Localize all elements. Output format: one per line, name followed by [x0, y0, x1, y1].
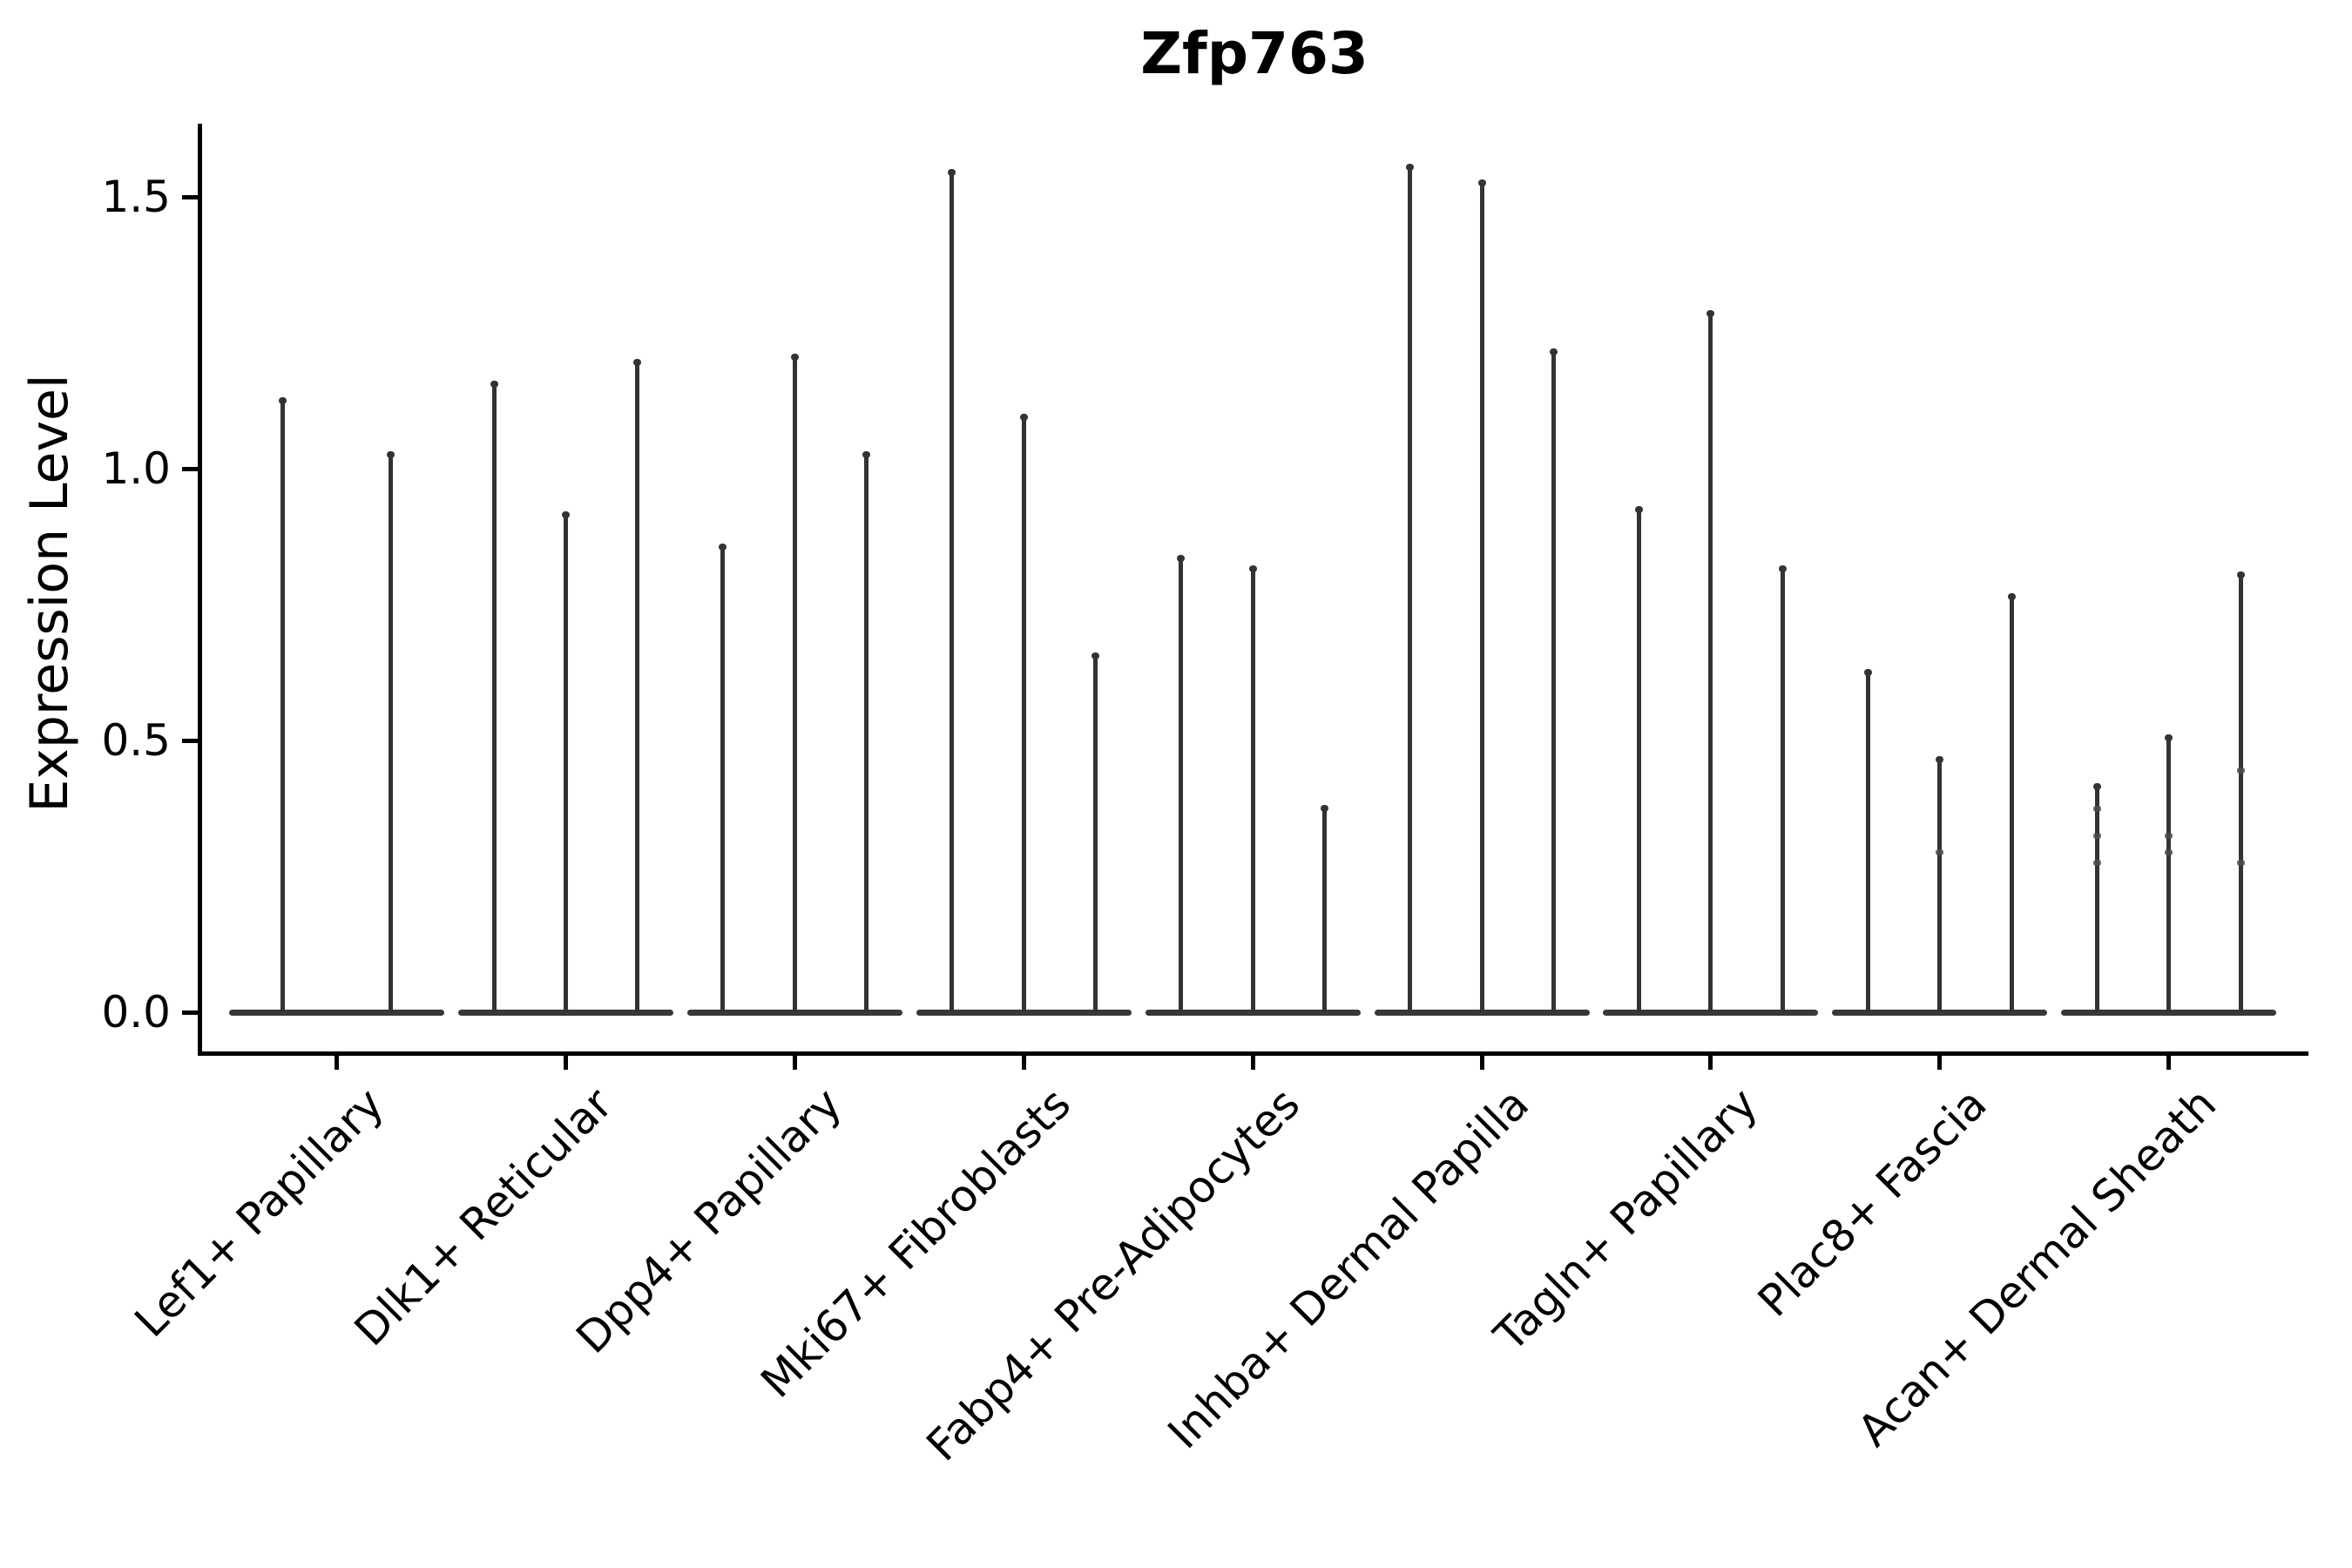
x-tick-mark — [1021, 1056, 1026, 1070]
violin-base — [1832, 1009, 2048, 1016]
violin-spike — [1707, 310, 1715, 1012]
y-tick-mark — [182, 194, 199, 199]
violin-tip — [561, 510, 570, 518]
violin-tip — [1778, 565, 1787, 573]
violin-tip — [633, 359, 642, 367]
y-tick-mark — [182, 738, 199, 743]
violin-spike — [2165, 733, 2173, 1012]
violin-base — [229, 1009, 444, 1016]
violin-tip — [490, 381, 498, 389]
violin-tip — [1936, 755, 1944, 763]
y-tick-label: 0.5 — [101, 715, 171, 766]
cell-point — [2092, 805, 2101, 812]
violin-spike — [1320, 804, 1328, 1012]
cell-point — [2236, 860, 2245, 867]
violin-base — [457, 1009, 673, 1016]
violin-tip — [1406, 163, 1415, 171]
violin-tip — [2236, 571, 2245, 578]
violin-tip — [2165, 733, 2173, 741]
violin-spike — [1936, 755, 1944, 1012]
y-tick-label: 0.0 — [101, 987, 171, 1037]
y-tick-label: 1.0 — [101, 443, 171, 494]
violin-tip — [2092, 782, 2101, 790]
violin-spike — [1248, 565, 1257, 1012]
violin-base — [1603, 1009, 1819, 1016]
violin-spike — [279, 396, 287, 1012]
violin-spike — [386, 451, 395, 1012]
violin-spike — [1406, 163, 1415, 1012]
violin-tip — [1320, 804, 1328, 812]
y-tick-mark — [182, 1010, 199, 1015]
violin-base — [686, 1009, 902, 1016]
violin-tip — [2007, 592, 2016, 600]
x-tick-mark — [1937, 1056, 1943, 1070]
violin-tip — [1248, 565, 1257, 573]
cell-point — [2236, 767, 2245, 774]
violin-tip — [1635, 505, 1644, 513]
x-tick-mark — [2166, 1056, 2172, 1070]
x-tick-mark — [1479, 1056, 1484, 1070]
violin-tip — [1177, 554, 1186, 562]
violin-tip — [862, 451, 871, 459]
violin-base — [2061, 1009, 2277, 1016]
cell-point — [2165, 833, 2173, 840]
violin-spike — [1778, 565, 1787, 1012]
violin-tip — [790, 353, 799, 361]
violin-spike — [2236, 571, 2245, 1012]
violin-tip — [1707, 310, 1715, 318]
y-tick-mark — [182, 466, 199, 471]
y-axis-spine — [198, 124, 202, 1056]
y-tick-label: 1.5 — [101, 172, 171, 222]
violin-spike — [2007, 592, 2016, 1012]
cell-point — [2092, 833, 2101, 840]
violin-spike — [948, 168, 956, 1012]
x-tick-mark — [1250, 1056, 1255, 1070]
plot-title: Zfp763 — [1140, 20, 1369, 87]
violin-tip — [719, 544, 727, 551]
violin-spike — [862, 451, 871, 1012]
violin-tip — [1019, 413, 1028, 421]
cell-point — [2092, 860, 2101, 867]
violin-base — [1145, 1009, 1361, 1016]
violin-spike — [1863, 668, 1872, 1012]
violin-spike — [1092, 652, 1100, 1012]
violin-tip — [1863, 668, 1872, 676]
violin-tip — [1092, 652, 1100, 660]
cell-point — [2165, 848, 2173, 855]
x-tick-mark — [563, 1056, 568, 1070]
violin-spike — [2092, 782, 2101, 1012]
violin-spike — [1549, 348, 1558, 1012]
violin-spike — [719, 544, 727, 1012]
x-tick-label: Fabp4+ Pre-Adipocytes — [916, 1078, 1310, 1471]
violin-spike — [1477, 179, 1486, 1012]
violin-tip — [1477, 179, 1486, 187]
violin-tip — [948, 168, 956, 176]
x-tick-label: Lef1+ Papillary — [125, 1078, 394, 1348]
violin-spike — [1019, 413, 1028, 1012]
x-tick-mark — [792, 1056, 797, 1070]
violin-spike — [790, 353, 799, 1012]
x-tick-mark — [335, 1056, 339, 1070]
x-axis-spine — [198, 1051, 2308, 1056]
violin-tip — [386, 451, 395, 459]
x-tick-label: Plac8+ Fascia — [1748, 1078, 1997, 1327]
y-axis-label: Expression Level — [19, 374, 80, 813]
violin-spike — [1177, 554, 1186, 1012]
violin-spike — [561, 510, 570, 1012]
x-tick-mark — [1708, 1056, 1713, 1070]
violin-base — [916, 1009, 1132, 1016]
violin-tip — [1549, 348, 1558, 355]
violin-tip — [279, 396, 287, 404]
violin-spike — [490, 381, 498, 1012]
violin-base — [1374, 1009, 1590, 1016]
violin-spike — [1635, 505, 1644, 1012]
violin-spike — [633, 359, 642, 1012]
cell-point — [1936, 848, 1944, 855]
